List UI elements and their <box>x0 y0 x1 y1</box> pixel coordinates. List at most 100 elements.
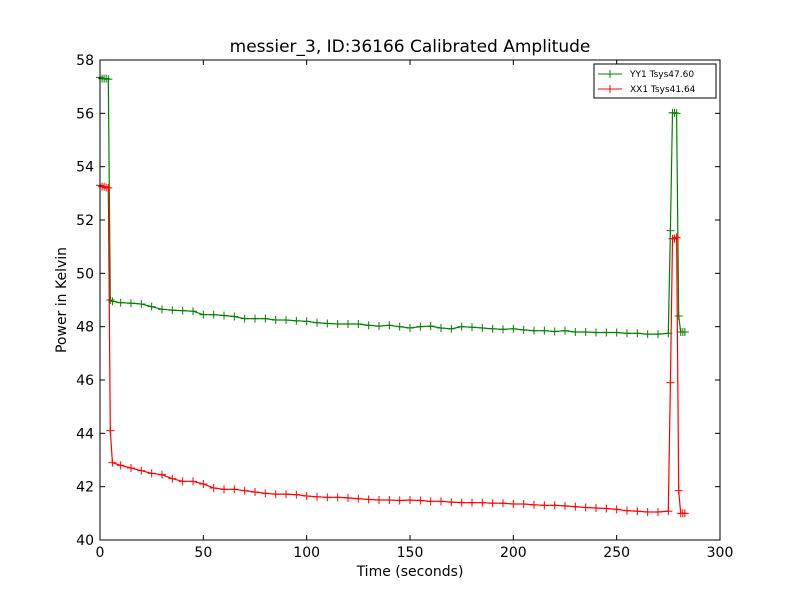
data-point <box>571 502 580 511</box>
data-point <box>509 500 518 508</box>
data-point <box>670 108 679 117</box>
data-point <box>561 501 569 510</box>
data-point <box>416 496 425 505</box>
data-point <box>447 498 456 507</box>
data-point <box>116 298 125 307</box>
data-point <box>478 324 487 332</box>
legend: YY1 Tsys47.60 XX1 Tsys41.64 <box>593 63 717 99</box>
y-tick-label: 52 <box>76 213 94 229</box>
x-tick-label: 100 <box>293 545 320 561</box>
data-point <box>364 321 373 330</box>
data-point <box>674 312 683 320</box>
data-point <box>127 464 135 472</box>
x-axis-label: Time (seconds) <box>356 564 464 580</box>
data-point <box>104 75 113 84</box>
data-point <box>509 324 518 333</box>
data-point <box>612 328 621 337</box>
data-point <box>499 499 507 508</box>
data-point <box>323 319 332 328</box>
data-point <box>302 317 311 326</box>
data-point <box>437 324 445 332</box>
y-tick-label: 58 <box>76 53 94 69</box>
data-point <box>199 480 208 488</box>
data-point <box>406 496 414 504</box>
x-tick-label: 150 <box>397 545 424 561</box>
data-point <box>375 496 383 504</box>
data-point <box>468 323 476 332</box>
data-point <box>395 322 404 331</box>
data-point <box>178 306 187 315</box>
plot-frame <box>99 59 721 541</box>
data-point <box>530 500 538 509</box>
y-tick-label: 40 <box>76 533 94 549</box>
x-tick-label: 50 <box>194 545 212 561</box>
data-point <box>147 302 156 311</box>
data-point <box>530 326 538 335</box>
data-point <box>623 329 631 338</box>
data-point <box>666 226 675 235</box>
data-point <box>344 320 352 328</box>
data-point <box>670 234 679 243</box>
legend-box <box>593 63 717 99</box>
data-point <box>468 498 476 507</box>
data-point <box>282 316 290 324</box>
y-tick-label: 42 <box>76 480 94 496</box>
data-point <box>519 500 528 508</box>
data-point <box>106 296 115 304</box>
data-point <box>519 325 528 334</box>
data-point <box>354 494 363 503</box>
x-tick-label: 0 <box>96 545 105 561</box>
data-point <box>209 484 218 492</box>
y-tick-label: 48 <box>76 320 94 336</box>
legend-label-xx1: XX1 Tsys41.64 <box>630 85 696 95</box>
data-point <box>137 466 146 475</box>
data-point <box>240 486 249 495</box>
data-point <box>488 499 497 508</box>
data-point <box>550 327 559 336</box>
data-point <box>271 316 280 324</box>
data-point <box>672 109 681 118</box>
data-point <box>540 501 549 510</box>
data-point <box>102 74 111 83</box>
data-point <box>104 184 113 192</box>
data-point <box>116 461 125 470</box>
data-point <box>302 492 311 500</box>
data-point <box>680 328 689 336</box>
data-point <box>633 329 642 338</box>
data-point <box>623 506 631 515</box>
data-point <box>189 477 197 486</box>
data-point <box>261 314 270 323</box>
series-layer <box>96 73 689 518</box>
data-point <box>437 497 445 506</box>
data-point <box>457 322 466 331</box>
legend-label-yy1: YY1 Tsys47.60 <box>629 70 694 80</box>
data-point <box>333 320 342 328</box>
data-point <box>240 314 249 323</box>
data-point <box>364 495 373 504</box>
data-point <box>271 490 280 499</box>
data-point <box>375 322 383 331</box>
data-point <box>654 330 662 339</box>
data-point <box>395 496 404 505</box>
data-point <box>499 325 507 334</box>
plot-area-background <box>100 60 720 540</box>
data-point <box>426 497 435 506</box>
data-point <box>672 233 681 242</box>
data-point <box>674 486 683 495</box>
y-tick-label: 50 <box>76 266 94 282</box>
x-tick-label: 250 <box>603 545 630 561</box>
data-point <box>127 299 135 308</box>
x-tick-label: 200 <box>500 545 527 561</box>
data-point <box>313 492 321 501</box>
data-point <box>147 469 156 478</box>
y-axis-label: Power in Kelvin <box>54 247 70 353</box>
data-point <box>488 324 497 333</box>
data-point <box>158 305 166 314</box>
data-point <box>666 378 675 387</box>
data-point <box>292 490 301 499</box>
data-point <box>189 307 197 316</box>
y-tick-label: 44 <box>76 426 94 442</box>
data-point <box>426 322 435 331</box>
data-point <box>406 324 414 332</box>
